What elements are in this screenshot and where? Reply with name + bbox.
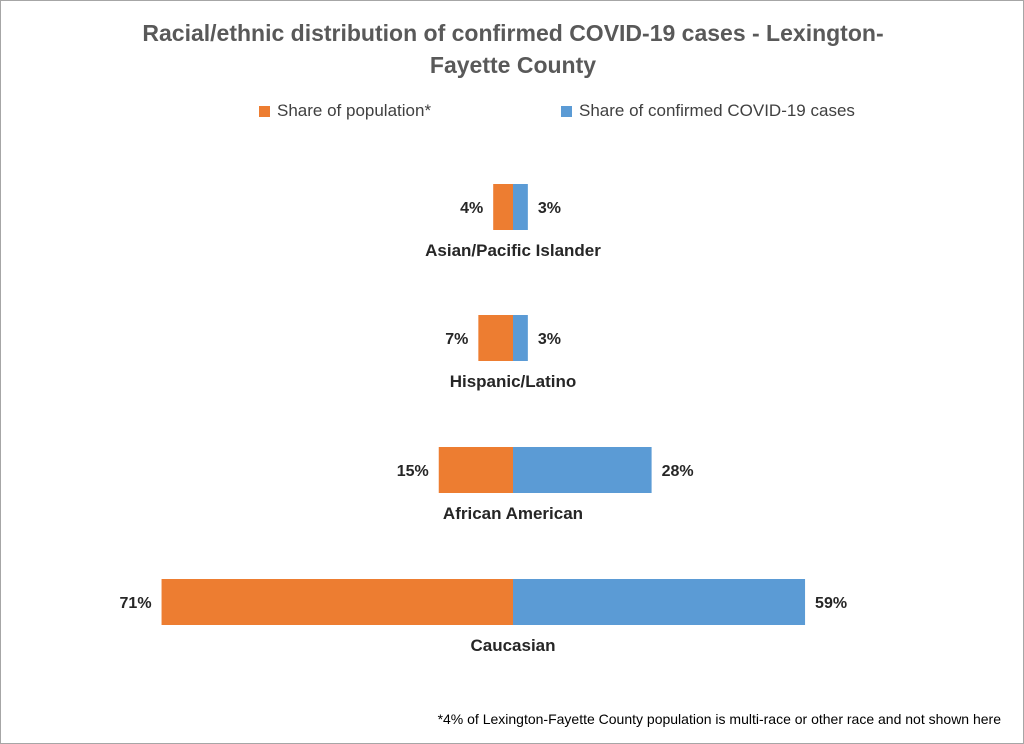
bar-population-hispanic-latino [478,315,513,361]
bar-cases-african-american [513,447,652,493]
legend-item-population: Share of population* [259,101,431,121]
bar-population-african-american [438,447,513,493]
data-label-cases-african-american: 28% [662,463,694,480]
chart-title-line-1: Racial/ethnic distribution of confirmed … [142,20,884,46]
bar-cases-caucasian [513,579,806,625]
data-label-cases-asian-pacific-islander: 3% [538,200,561,217]
data-label-population-hispanic-latino: 7% [445,331,468,348]
data-label-cases-hispanic-latino: 3% [538,331,561,348]
data-label-population-caucasian: 71% [120,595,152,612]
chart-title: Racial/ethnic distribution of confirmed … [1,17,1024,81]
bar-cases-hispanic-latino [513,315,528,361]
data-label-population-african-american: 15% [397,463,429,480]
legend-item-cases: Share of confirmed COVID-19 cases [561,101,855,121]
category-label-caucasian: Caucasian [470,636,555,655]
chart-title-line-2: Fayette County [429,52,597,78]
bar-cases-asian-pacific-islander [513,184,528,230]
data-label-cases-caucasian: 59% [815,595,847,612]
bar-population-caucasian [161,579,514,625]
category-label-asian-pacific-islander: Asian/Pacific Islander [425,241,601,260]
legend-label-cases: Share of confirmed COVID-19 cases [579,101,855,120]
bar-population-asian-pacific-islander [493,184,513,230]
category-label-hispanic-latino: Hispanic/Latino [450,372,577,391]
chart-footnote: *4% of Lexington-Fayette County populati… [437,711,1001,727]
legend-swatch-cases [561,105,572,117]
data-label-population-asian-pacific-islander: 4% [460,200,483,217]
category-label-african-american: African American [443,504,583,523]
legend-swatch-population [259,105,270,117]
legend-label-population: Share of population* [277,101,432,120]
